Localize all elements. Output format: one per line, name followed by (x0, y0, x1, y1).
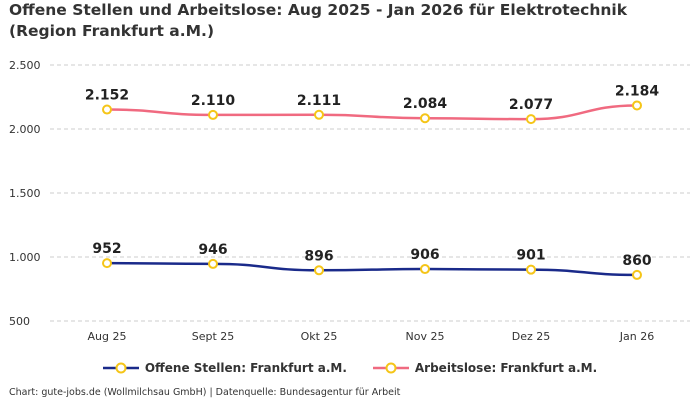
data-label: 860 (622, 253, 651, 269)
data-point (420, 113, 430, 124)
data-label: 946 (198, 242, 227, 258)
x-tick-label: Okt 25 (301, 330, 338, 343)
data-point (208, 258, 218, 269)
x-tick-label: Nov 25 (406, 330, 445, 343)
legend-label: Arbeitslose: Frankfurt a.M. (414, 361, 598, 375)
x-tick-label: Sept 25 (192, 330, 235, 343)
legend-item-arbeitslose[interactable]: Arbeitslose: Frankfurt a.M. (372, 361, 598, 375)
x-tick-label: Jan 26 (619, 330, 654, 343)
legend-marker-icon (102, 362, 139, 374)
data-point (314, 109, 324, 120)
data-label: 2.084 (403, 96, 448, 112)
data-label: 2.111 (297, 93, 341, 109)
chart-title: Offene Stellen und Arbeitslose: Aug 2025… (9, 1, 628, 40)
data-label: 2.184 (615, 83, 660, 99)
legend: Offene Stellen: Frankfurt a.M. Arbeitslo… (0, 361, 700, 375)
data-point (632, 269, 642, 280)
series-line (106, 104, 638, 121)
data-point (208, 109, 218, 120)
data-point (102, 104, 112, 115)
footer-credit: Chart: gute-jobs.de (Wollmilchsau GmbH) … (9, 387, 401, 398)
x-tick-label: Aug 25 (88, 330, 127, 343)
data-label: 952 (92, 241, 121, 257)
legend-item-offene-stellen[interactable]: Offene Stellen: Frankfurt a.M. (102, 361, 347, 375)
y-tick-label: 1.500 (9, 187, 41, 200)
data-point (314, 265, 324, 276)
y-tick-label: 1.000 (9, 251, 41, 264)
y-tick-label: 500 (9, 315, 30, 328)
data-label: 906 (410, 247, 439, 263)
data-point (526, 264, 536, 275)
x-tick-label: Dez 25 (512, 330, 551, 343)
series-line (106, 261, 638, 277)
data-label: 901 (516, 248, 545, 264)
data-label: 896 (304, 248, 333, 264)
data-label: 2.077 (509, 97, 553, 113)
legend-label: Offene Stellen: Frankfurt a.M. (144, 361, 347, 375)
y-tick-label: 2.500 (9, 59, 41, 72)
data-label: 2.152 (85, 88, 129, 104)
data-point (632, 100, 642, 111)
data-point (526, 114, 536, 125)
legend-marker-icon (372, 362, 409, 374)
y-tick-label: 2.000 (9, 123, 41, 136)
data-point (420, 264, 430, 275)
data-point (102, 258, 112, 269)
data-label: 2.110 (191, 93, 236, 109)
